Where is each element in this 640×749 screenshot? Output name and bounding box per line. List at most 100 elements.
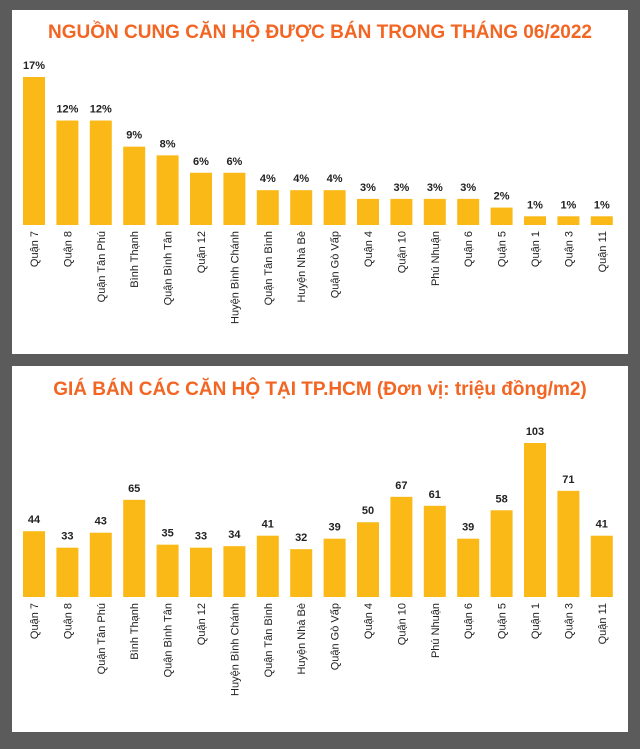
value-label: 4% [327,173,343,185]
x-tick-label: Quận 8 [62,603,74,639]
x-tick-label: Quận 4 [363,231,375,267]
chart-title: NGUỒN CUNG CĂN HỘ ĐƯỢC BÁN TRONG THÁNG 0… [48,21,592,43]
x-tick-label: Phú Nhuận [430,231,442,286]
value-label: 33 [195,531,207,543]
bar [423,505,446,597]
bar [123,146,146,225]
value-label: 35 [161,528,173,540]
value-label: 50 [362,505,374,517]
bar [590,216,613,225]
bar [223,172,246,225]
x-tick-label: Quận 11 [597,231,609,272]
bar [357,198,379,225]
bar [190,172,212,225]
x-tick-label: Quận Bình Tân [163,603,175,677]
bar [256,190,279,225]
x-tick-label: Quận 6 [463,603,475,639]
x-tick-label: Quận Gò Vấp [330,603,342,670]
value-label: 8% [160,138,176,150]
value-label: 39 [328,522,340,534]
value-label: 41 [262,519,274,531]
x-tick-label: Quận 6 [463,231,475,267]
bar [390,496,413,597]
value-label: 4% [260,173,276,185]
value-label: 67 [395,480,407,492]
bar [156,544,179,597]
bar [89,532,112,597]
x-tick-label: Huyện Bình Chánh [229,603,241,696]
bar [223,546,246,597]
bar [156,155,179,225]
x-tick-label: Quận 4 [363,603,375,639]
x-tick-label: Huyện Nhà Bè [296,603,308,675]
x-tick-label: Huyện Bình Chánh [229,231,241,324]
x-tick-label: Quận 1 [530,603,542,639]
value-label: 6% [193,156,209,168]
value-label: 3% [427,182,443,194]
x-tick-label: Quận 12 [196,231,208,273]
value-label: 12% [90,104,112,116]
value-label: 61 [429,489,441,501]
bar [557,216,580,225]
bar [357,522,379,597]
x-tick-label: Quận 3 [563,603,575,639]
x-tick-label: Quận 10 [396,231,408,273]
x-tick-label: Bình Thạnh [129,603,141,660]
x-tick-label: Huyện Nhà Bè [296,231,308,303]
value-label: 3% [460,182,476,194]
bar [190,547,212,597]
x-tick-label: Quận Tân Phú [96,603,108,674]
x-tick-label: Quận 12 [196,603,208,645]
bar [56,120,79,225]
value-label: 1% [594,199,610,211]
x-tick-label: Quận 11 [597,603,609,644]
x-tick-label: Phú Nhuận [430,603,442,658]
bar [323,538,346,597]
x-tick-label: Bình Thạnh [129,231,141,288]
bar [323,190,346,225]
x-tick-label: Quận 5 [497,231,509,267]
value-label: 65 [128,483,140,495]
bar [490,207,513,225]
bar [390,198,413,225]
value-label: 17% [23,60,45,72]
value-label: 3% [393,182,409,194]
value-label: 41 [596,519,608,531]
value-label: 12% [56,104,78,116]
bar [23,531,45,597]
x-tick-label: Quận 1 [530,231,542,267]
value-label: 39 [462,522,474,534]
x-tick-label: Quận 5 [497,603,509,639]
x-tick-label: Quận 7 [29,231,41,267]
bar [590,535,613,597]
value-label: 2% [494,191,510,203]
bar [457,198,480,225]
bar [89,120,112,225]
bar [457,538,480,597]
bar [290,190,313,225]
value-label: 9% [126,130,142,142]
bar [290,549,313,597]
bar [56,547,79,597]
x-tick-label: Quận Tân Bình [263,231,275,305]
value-label: 58 [495,493,507,505]
value-label: 1% [527,199,543,211]
value-label: 71 [562,474,574,486]
value-label: 103 [526,426,544,438]
value-label: 4% [293,173,309,185]
bar [423,198,446,225]
x-tick-label: Quận 3 [563,231,575,267]
x-tick-label: Quận Gò Vấp [330,231,342,298]
x-tick-label: Quận 10 [396,603,408,645]
x-tick-label: Quận 7 [29,603,41,639]
x-tick-label: Quận Bình Tân [163,231,175,305]
bar [524,443,546,597]
value-label: 33 [61,531,73,543]
bar [123,499,146,597]
x-tick-label: Quận Tân Bình [263,603,275,677]
panel [12,10,628,354]
value-label: 43 [95,516,107,528]
bar [524,216,546,225]
